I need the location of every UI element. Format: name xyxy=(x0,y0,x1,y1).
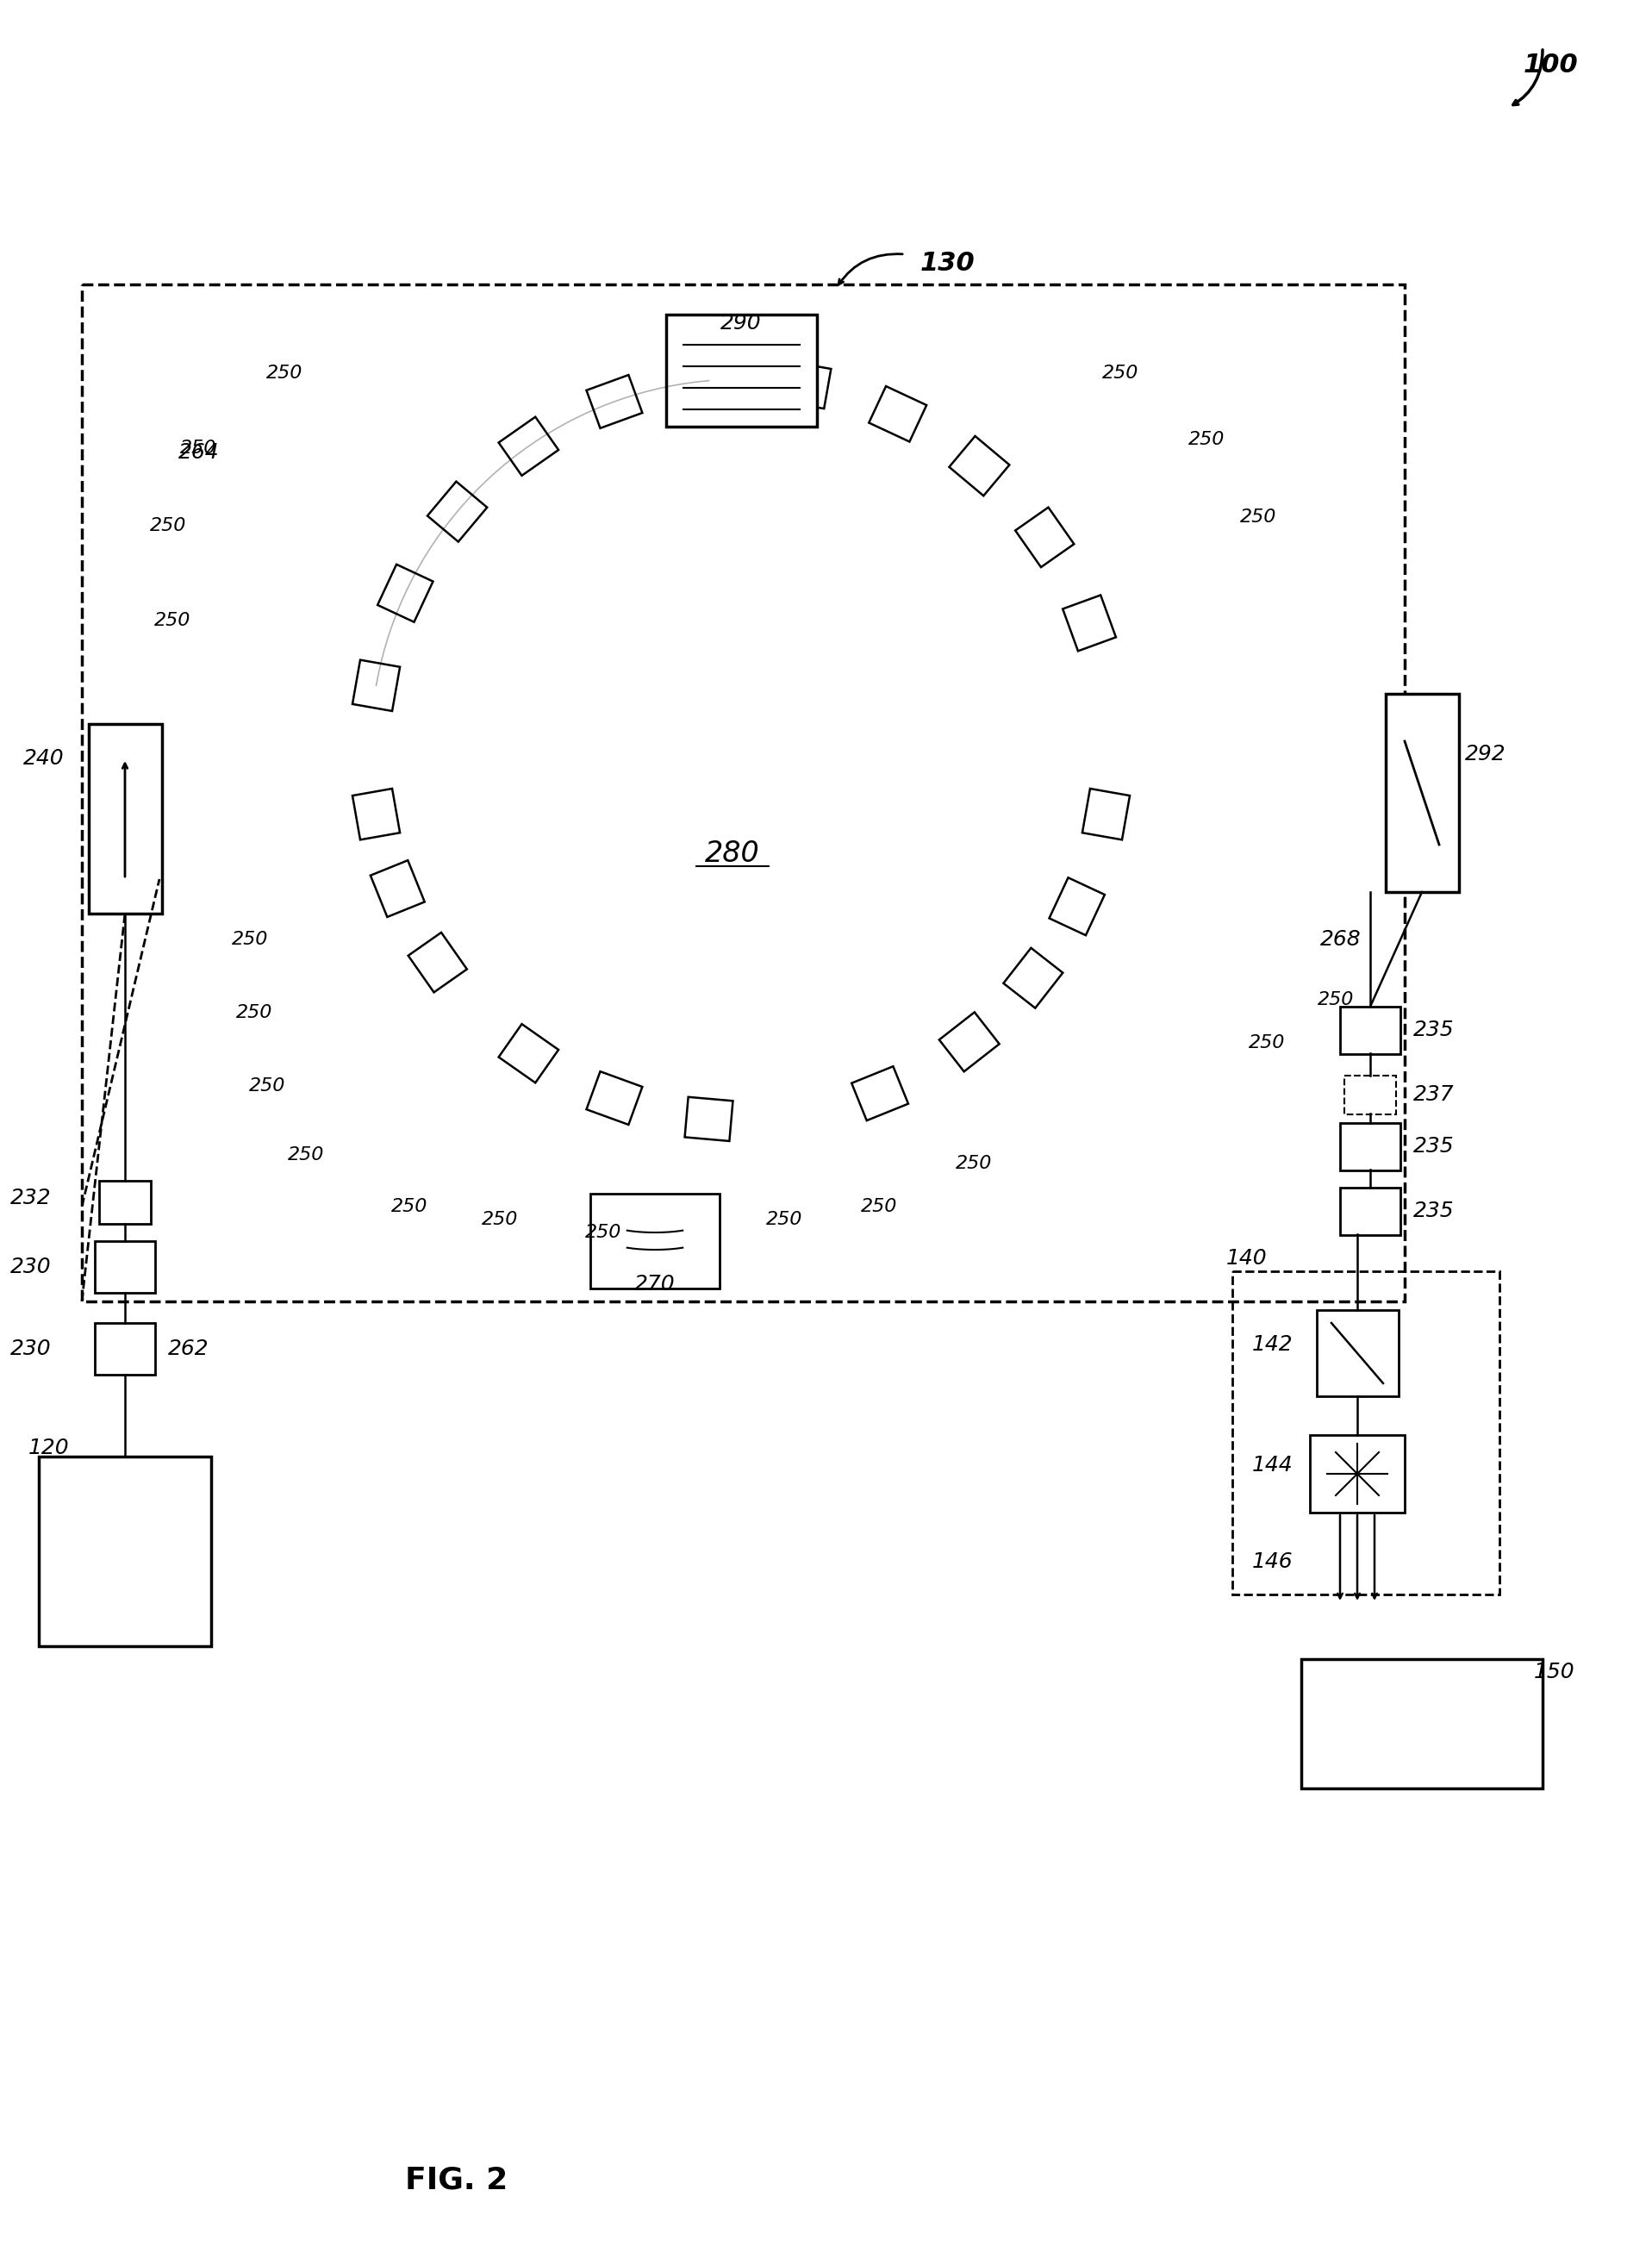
Text: 250: 250 xyxy=(392,1198,428,1216)
Polygon shape xyxy=(370,861,425,917)
Polygon shape xyxy=(940,1012,999,1071)
Polygon shape xyxy=(88,725,162,913)
Text: 250: 250 xyxy=(150,516,187,535)
Text: 235: 235 xyxy=(1414,1019,1454,1040)
Text: 250: 250 xyxy=(955,1155,993,1173)
Text: 130: 130 xyxy=(920,251,975,276)
Polygon shape xyxy=(378,564,433,623)
Text: 250: 250 xyxy=(1188,430,1224,448)
Polygon shape xyxy=(684,358,733,403)
Polygon shape xyxy=(1049,877,1105,935)
Polygon shape xyxy=(851,1067,909,1121)
Text: 250: 250 xyxy=(482,1212,519,1228)
Text: 230: 230 xyxy=(10,1257,51,1277)
Polygon shape xyxy=(1062,596,1117,650)
Polygon shape xyxy=(780,360,831,408)
Text: 250: 250 xyxy=(1102,365,1138,383)
Polygon shape xyxy=(38,1456,211,1647)
Text: 250: 250 xyxy=(1318,992,1355,1008)
Text: 270: 270 xyxy=(634,1273,676,1296)
Text: 250: 250 xyxy=(1249,1035,1285,1051)
Text: 142: 142 xyxy=(1252,1334,1292,1354)
Text: 120: 120 xyxy=(28,1438,69,1459)
Text: FIG. 2: FIG. 2 xyxy=(405,2165,509,2195)
Polygon shape xyxy=(352,659,400,711)
Polygon shape xyxy=(99,1180,150,1223)
Text: 235: 235 xyxy=(1414,1200,1454,1221)
Text: 250: 250 xyxy=(287,1146,324,1164)
Polygon shape xyxy=(1340,1123,1401,1171)
Text: 250: 250 xyxy=(861,1198,897,1216)
Polygon shape xyxy=(869,387,927,442)
Text: 250: 250 xyxy=(236,1003,273,1022)
Text: 250: 250 xyxy=(266,365,302,383)
Polygon shape xyxy=(1016,507,1074,566)
Polygon shape xyxy=(1340,1006,1401,1053)
Text: 262: 262 xyxy=(169,1339,210,1359)
Polygon shape xyxy=(1082,788,1130,840)
Polygon shape xyxy=(1302,1658,1543,1789)
Polygon shape xyxy=(1340,1187,1401,1234)
Text: 150: 150 xyxy=(1535,1663,1574,1683)
Polygon shape xyxy=(499,417,558,476)
Text: 237: 237 xyxy=(1414,1085,1454,1105)
Text: 230: 230 xyxy=(10,1339,51,1359)
Text: 250: 250 xyxy=(1241,510,1277,525)
Text: 240: 240 xyxy=(23,747,64,768)
Polygon shape xyxy=(586,1071,643,1126)
Text: 250: 250 xyxy=(767,1212,803,1228)
Text: 140: 140 xyxy=(1226,1248,1267,1268)
Text: 232: 232 xyxy=(10,1187,51,1207)
Polygon shape xyxy=(352,788,400,840)
Text: 250: 250 xyxy=(231,931,268,949)
Text: 100: 100 xyxy=(1523,52,1579,77)
Text: 250: 250 xyxy=(249,1078,286,1094)
Polygon shape xyxy=(684,1096,733,1142)
Polygon shape xyxy=(586,376,643,428)
Text: 250: 250 xyxy=(154,612,190,630)
Polygon shape xyxy=(950,437,1009,496)
Polygon shape xyxy=(499,1024,558,1083)
Polygon shape xyxy=(1003,949,1062,1008)
Polygon shape xyxy=(94,1323,155,1375)
Text: 146: 146 xyxy=(1252,1552,1292,1572)
Text: 290: 290 xyxy=(720,313,762,333)
Text: 250: 250 xyxy=(585,1223,621,1241)
Polygon shape xyxy=(1310,1436,1404,1513)
Text: 144: 144 xyxy=(1252,1454,1292,1475)
Polygon shape xyxy=(408,933,468,992)
Text: 268: 268 xyxy=(1320,929,1361,949)
Text: 264: 264 xyxy=(178,442,220,462)
Polygon shape xyxy=(666,315,816,426)
Polygon shape xyxy=(590,1194,720,1289)
Text: 292: 292 xyxy=(1465,743,1507,766)
Polygon shape xyxy=(1345,1076,1396,1114)
Text: 280: 280 xyxy=(705,838,760,867)
Polygon shape xyxy=(1386,693,1459,892)
Polygon shape xyxy=(94,1241,155,1293)
Text: 235: 235 xyxy=(1414,1137,1454,1157)
Text: 250: 250 xyxy=(180,439,216,458)
Polygon shape xyxy=(428,482,487,541)
Polygon shape xyxy=(1317,1309,1398,1395)
